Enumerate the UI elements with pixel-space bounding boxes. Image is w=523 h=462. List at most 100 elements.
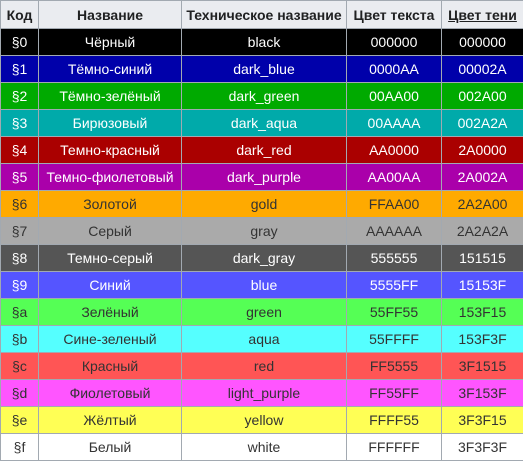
cell-text-color: 55FF55 — [346, 298, 442, 326]
cell-code: §f — [0, 433, 39, 461]
cell-code: §2 — [0, 82, 39, 110]
cell-name: Золотой — [38, 190, 182, 218]
cell-code: §a — [0, 298, 39, 326]
cell-name: Серый — [38, 217, 182, 245]
cell-shadow-color: 3F1515 — [441, 352, 523, 380]
cell-name: Сине-зеленый — [38, 325, 182, 353]
cell-text-color: AA0000 — [346, 136, 442, 164]
table-row: §4 Темно-красный dark_red AA0000 2A0000 — [0, 136, 523, 164]
cell-shadow-color: 2A2A2A — [441, 217, 523, 245]
cell-technical-name: dark_red — [181, 136, 347, 164]
table-row: §8 Темно-серый dark_gray 555555 151515 — [0, 244, 523, 272]
cell-name: Жёлтый — [38, 406, 182, 434]
cell-technical-name: dark_blue — [181, 55, 347, 83]
header-name[interactable]: Название — [38, 0, 182, 29]
cell-shadow-color: 2A0000 — [441, 136, 523, 164]
cell-code: §4 — [0, 136, 39, 164]
header-code[interactable]: Код — [0, 0, 39, 29]
cell-technical-name: dark_aqua — [181, 109, 347, 137]
cell-code: §0 — [0, 28, 39, 56]
cell-shadow-color: 2A2A00 — [441, 190, 523, 218]
header-text-color[interactable]: Цвет текста — [346, 0, 442, 29]
table-row: §a Зелёный green 55FF55 153F15 — [0, 298, 523, 326]
cell-name: Тёмно-зелёный — [38, 82, 182, 110]
cell-name: Синий — [38, 271, 182, 299]
cell-text-color: 555555 — [346, 244, 442, 272]
cell-code: §5 — [0, 163, 39, 191]
table-row: §5 Темно-фиолетовый dark_purple AA00AA 2A002… — [0, 163, 523, 191]
table-row: §6 Золотой gold FFAA00 2A2A00 — [0, 190, 523, 218]
cell-technical-name: green — [181, 298, 347, 326]
cell-text-color: FF5555 — [346, 352, 442, 380]
cell-technical-name: aqua — [181, 325, 347, 353]
cell-code: §c — [0, 352, 39, 380]
cell-name: Красный — [38, 352, 182, 380]
cell-name: Темно-красный — [38, 136, 182, 164]
cell-technical-name: white — [181, 433, 347, 461]
cell-technical-name: gold — [181, 190, 347, 218]
table-row: §f Белый white FFFFFF 3F3F3F — [0, 433, 523, 461]
cell-text-color: 0000AA — [346, 55, 442, 83]
cell-shadow-color: 153F3F — [441, 325, 523, 353]
cell-code: §b — [0, 325, 39, 353]
table-row: §3 Бирюзовый dark_aqua 00AAAA 002A2A — [0, 109, 523, 137]
cell-text-color: FFFF55 — [346, 406, 442, 434]
cell-shadow-color: 002A2A — [441, 109, 523, 137]
cell-shadow-color: 000000 — [441, 28, 523, 56]
cell-code: §6 — [0, 190, 39, 218]
cell-technical-name: black — [181, 28, 347, 56]
cell-shadow-color: 002A00 — [441, 82, 523, 110]
cell-technical-name: red — [181, 352, 347, 380]
cell-name: Фиолетовый — [38, 379, 182, 407]
cell-text-color: 5555FF — [346, 271, 442, 299]
cell-code: §7 — [0, 217, 39, 245]
cell-shadow-color: 2A002A — [441, 163, 523, 191]
cell-text-color: FFFFFF — [346, 433, 442, 461]
table-row: §e Жёлтый yellow FFFF55 3F3F15 — [0, 406, 523, 434]
cell-name: Темно-фиолетовый — [38, 163, 182, 191]
cell-technical-name: gray — [181, 217, 347, 245]
cell-text-color: 00AAAA — [346, 109, 442, 137]
cell-technical-name: blue — [181, 271, 347, 299]
cell-name: Бирюзовый — [38, 109, 182, 137]
cell-name: Зелёный — [38, 298, 182, 326]
cell-text-color: AAAAAA — [346, 217, 442, 245]
cell-code: §3 — [0, 109, 39, 137]
cell-shadow-color: 151515 — [441, 244, 523, 272]
cell-text-color: FFAA00 — [346, 190, 442, 218]
cell-shadow-color: 3F3F3F — [441, 433, 523, 461]
table-row: §0 Чёрный black 000000 000000 — [0, 28, 523, 56]
table-row: §2 Тёмно-зелёный dark_green 00AA00 002A00 — [0, 82, 523, 110]
cell-name: Тёмно-синий — [38, 55, 182, 83]
header-shadow-color-link[interactable]: Цвет тени — [448, 6, 517, 23]
table-row: §1 Тёмно-синий dark_blue 0000AA 00002A — [0, 55, 523, 83]
cell-shadow-color: 15153F — [441, 271, 523, 299]
header-technical-name[interactable]: Техническое название — [181, 0, 347, 29]
cell-text-color: AA00AA — [346, 163, 442, 191]
cell-shadow-color: 3F3F15 — [441, 406, 523, 434]
cell-technical-name: yellow — [181, 406, 347, 434]
header-row: Код Название Техническое название Цвет т… — [0, 0, 523, 29]
cell-text-color: 55FFFF — [346, 325, 442, 353]
table-row: §d Фиолетовый light_purple FF55FF 3F153F — [0, 379, 523, 407]
cell-code: §d — [0, 379, 39, 407]
cell-text-color: FF55FF — [346, 379, 442, 407]
cell-code: §1 — [0, 55, 39, 83]
cell-text-color: 000000 — [346, 28, 442, 56]
table-row: §c Красный red FF5555 3F1515 — [0, 352, 523, 380]
header-shadow-color[interactable]: Цвет тени — [441, 0, 523, 29]
table-row: §9 Синий blue 5555FF 15153F — [0, 271, 523, 299]
cell-code: §9 — [0, 271, 39, 299]
cell-technical-name: dark_purple — [181, 163, 347, 191]
cell-text-color: 00AA00 — [346, 82, 442, 110]
cell-name: Темно-серый — [38, 244, 182, 272]
table-body: §0 Чёрный black 000000 000000 §1 Тёмно-синий da… — [0, 28, 523, 461]
cell-technical-name: light_purple — [181, 379, 347, 407]
table-header: Код Название Техническое название Цвет т… — [0, 0, 523, 29]
cell-code: §8 — [0, 244, 39, 272]
cell-technical-name: dark_green — [181, 82, 347, 110]
cell-technical-name: dark_gray — [181, 244, 347, 272]
cell-shadow-color: 00002A — [441, 55, 523, 83]
cell-name: Чёрный — [38, 28, 182, 56]
